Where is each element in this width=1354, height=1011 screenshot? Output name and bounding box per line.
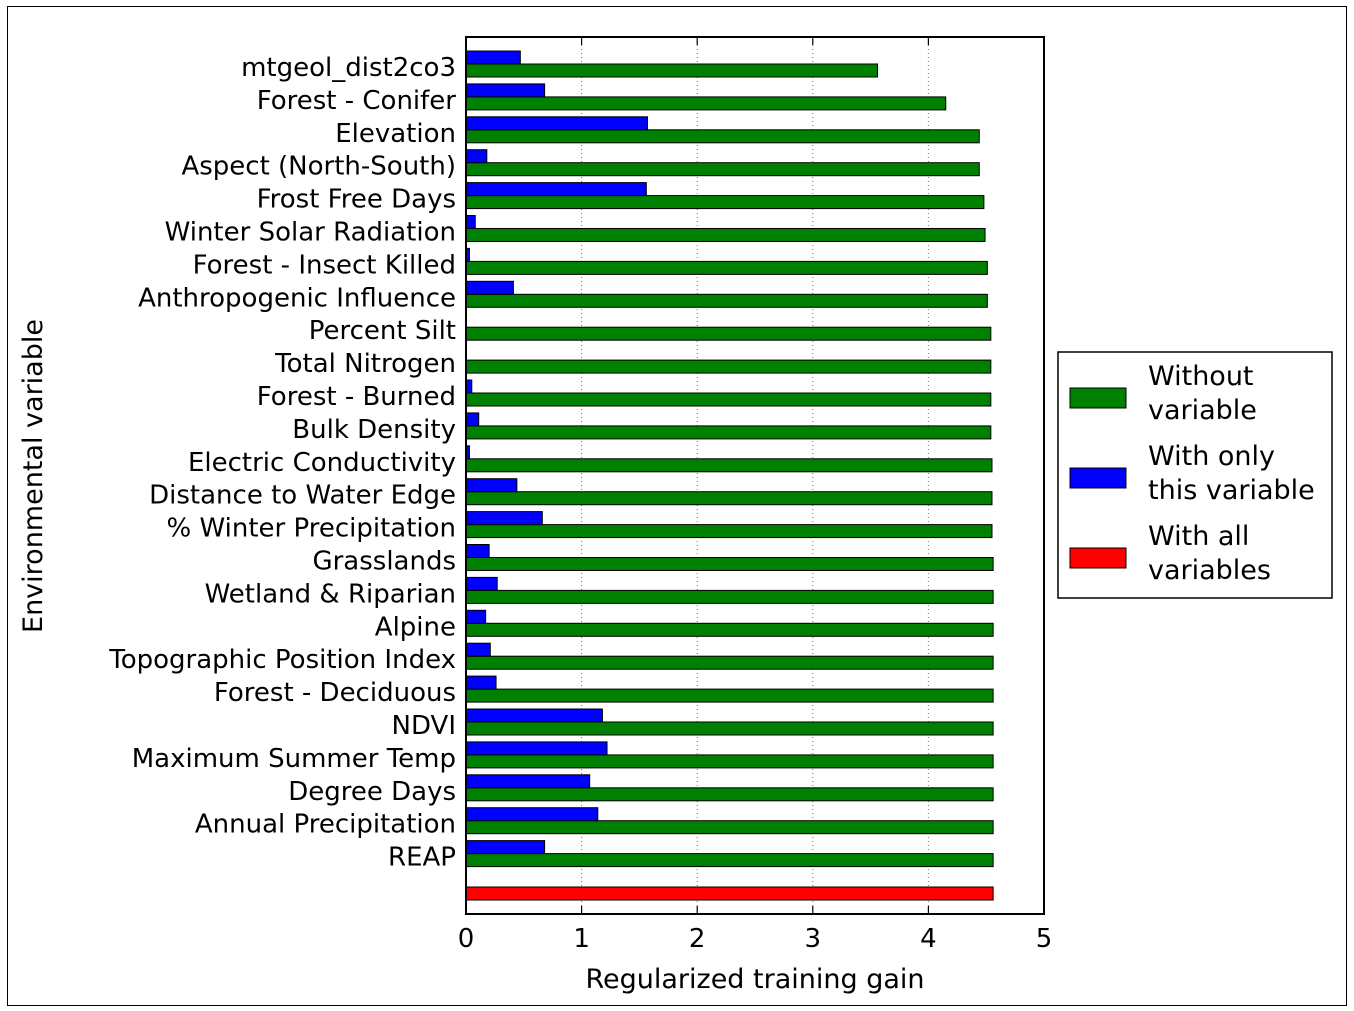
- y-tick-label: Total Nitrogen: [274, 349, 456, 379]
- y-tick-label: Wetland & Riparian: [205, 579, 456, 609]
- bar-with-only-variable: [465, 511, 543, 526]
- bars: [465, 50, 994, 901]
- y-tick-label: Winter Solar Radiation: [165, 218, 456, 248]
- bar-without-variable: [465, 721, 994, 736]
- y-tick-label: Aspect (North-South): [181, 152, 456, 182]
- bar-with-only-variable: [465, 83, 546, 98]
- bar-with-only-variable: [465, 708, 603, 723]
- bar-without-variable: [465, 63, 879, 78]
- y-tick-label: Electric Conductivity: [188, 448, 456, 478]
- bar-without-variable: [465, 754, 994, 769]
- bar-with-only-variable: [465, 478, 518, 493]
- bar-without-variable: [465, 129, 980, 144]
- bar-with-only-variable: [465, 215, 476, 229]
- y-tick-label: Elevation: [335, 119, 456, 149]
- bar-without-variable: [465, 228, 986, 242]
- bar-without-variable: [465, 589, 994, 604]
- bar-with-only-variable: [465, 807, 599, 822]
- legend-label: With all: [1148, 521, 1249, 552]
- y-tick-label: Maximum Summer Temp: [132, 744, 456, 774]
- y-tick-label: Topographic Position Index: [108, 645, 456, 675]
- bar-without-variable: [465, 557, 994, 571]
- y-tick-label: Distance to Water Edge: [149, 481, 456, 511]
- legend-label: Without: [1148, 361, 1254, 392]
- legend-label: variables: [1148, 555, 1271, 586]
- bar-without-variable: [465, 688, 994, 703]
- y-tick-label: mtgeol_dist2co3: [241, 53, 456, 83]
- bar-without-variable: [465, 425, 992, 440]
- bar-with-only-variable: [465, 149, 488, 164]
- bar-with-only-variable: [465, 774, 591, 789]
- bar-with-only-variable: [465, 609, 487, 624]
- y-tick-label: Percent Silt: [309, 316, 456, 346]
- y-tick-label: REAP: [388, 843, 456, 873]
- legend-swatch: [1069, 547, 1127, 569]
- x-tick-label: 2: [689, 924, 706, 954]
- x-tick-label: 0: [458, 924, 475, 954]
- bar-with-only-variable: [465, 50, 521, 65]
- y-axis-label: Environmental variable: [18, 319, 49, 633]
- y-tick-label: Degree Days: [288, 777, 456, 807]
- x-tick-labels: 0 1 2 3 4 5: [458, 924, 1053, 954]
- bar-without-variable: [465, 195, 985, 210]
- y-tick-label: NDVI: [392, 711, 456, 741]
- bar-with-only-variable: [465, 280, 514, 295]
- bar-without-variable: [465, 622, 994, 637]
- bar-without-variable: [465, 326, 992, 341]
- y-tick-label: Forest - Insect Killed: [193, 250, 456, 280]
- bar-with-only-variable: [465, 840, 546, 855]
- bar-without-variable: [465, 655, 994, 670]
- bar-with-only-variable: [465, 182, 647, 197]
- bar-with-only-variable: [465, 642, 491, 657]
- bar-without-variable: [465, 293, 988, 308]
- x-tick-label: 5: [1036, 924, 1053, 954]
- y-tick-label: % Winter Precipitation: [167, 514, 456, 544]
- bar-with-all-variables: [465, 886, 994, 901]
- legend-label: With only: [1148, 441, 1275, 472]
- legend-swatch: [1069, 387, 1127, 409]
- x-axis-label: Regularized training gain: [585, 964, 924, 995]
- bar-without-variable: [465, 458, 993, 473]
- bar-with-only-variable: [465, 412, 480, 427]
- bar-with-only-variable: [465, 675, 497, 690]
- bar-without-variable: [465, 524, 993, 539]
- y-tick-label: Frost Free Days: [257, 185, 456, 215]
- y-tick-label: Anthropogenic Influence: [138, 283, 456, 313]
- bar-without-variable: [465, 359, 992, 374]
- bar-without-variable: [465, 392, 992, 407]
- y-tick-label: Bulk Density: [292, 415, 456, 445]
- legend-swatch: [1069, 467, 1127, 489]
- y-tick-label: Annual Precipitation: [195, 810, 456, 840]
- bar-without-variable: [465, 820, 994, 835]
- x-tick-label: 4: [920, 924, 937, 954]
- bar-without-variable: [465, 491, 993, 506]
- bar-with-only-variable: [465, 116, 648, 131]
- bar-without-variable: [465, 787, 994, 802]
- x-tick-label: 3: [805, 924, 822, 954]
- y-tick-label: Alpine: [375, 612, 456, 642]
- bar-without-variable: [465, 260, 988, 275]
- y-tick-label: Forest - Deciduous: [214, 678, 456, 708]
- y-tick-label: Grasslands: [312, 547, 456, 577]
- plot-area: [465, 36, 1045, 915]
- bar-without-variable: [465, 96, 947, 111]
- bar-with-only-variable: [465, 576, 498, 591]
- bar-without-variable: [465, 853, 994, 868]
- x-tick-label: 1: [573, 924, 590, 954]
- bar-without-variable: [465, 162, 980, 177]
- legend-label: variable: [1148, 395, 1257, 426]
- bar-with-only-variable: [465, 544, 490, 558]
- bar-with-only-variable: [465, 741, 608, 756]
- legend-label: this variable: [1148, 475, 1315, 506]
- y-tick-label: Forest - Conifer: [257, 86, 457, 116]
- y-tick-label: Forest - Burned: [257, 382, 456, 412]
